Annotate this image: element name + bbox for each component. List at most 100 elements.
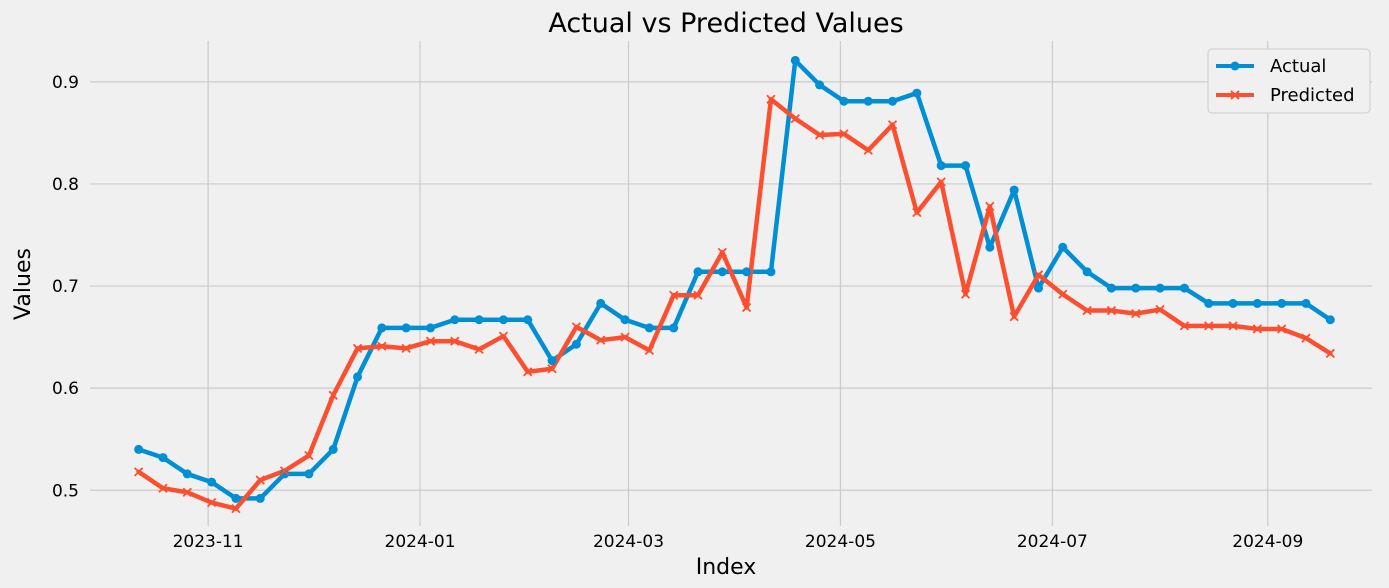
- actual-point: [134, 444, 144, 454]
- predicted-point: [328, 390, 338, 400]
- x-tick-label: 2024-05: [805, 532, 876, 552]
- predicted-point: [1058, 289, 1068, 299]
- predicted-point: [1033, 270, 1044, 280]
- predicted-point: [1009, 312, 1019, 322]
- predicted-point: [1204, 321, 1214, 331]
- predicted-point: [936, 177, 946, 187]
- actual-point: [790, 55, 800, 65]
- actual-point: [523, 315, 533, 325]
- actual-point: [1204, 298, 1214, 308]
- predicted-point: [741, 302, 752, 313]
- predicted-point: [547, 364, 557, 374]
- plot-area: [90, 41, 1372, 526]
- legend-predicted-marker: [1230, 90, 1240, 100]
- y-tick-label: 0.9: [52, 73, 79, 93]
- actual-point: [1009, 185, 1019, 195]
- predicted-point: [985, 201, 995, 212]
- actual-point: [839, 96, 849, 106]
- actual-point: [401, 323, 411, 333]
- predicted-point: [1252, 324, 1262, 334]
- predicted-point: [1082, 305, 1092, 316]
- predicted-point: [279, 466, 290, 476]
- x-tick-label: 2024-07: [1017, 532, 1088, 552]
- predicted-point: [401, 343, 411, 353]
- predicted-point: [474, 344, 484, 354]
- actual-point: [1058, 242, 1068, 252]
- actual-point: [912, 88, 922, 98]
- actual-point: [1252, 298, 1262, 308]
- predicted-point: [1106, 305, 1117, 316]
- y-tick-label: 0.6: [52, 379, 79, 399]
- predicted-point: [1228, 321, 1238, 331]
- predicted-point: [620, 332, 630, 342]
- y-tick-labels: 0.5 0.6 0.7 0.8 0.9: [52, 73, 79, 501]
- actual-point: [815, 80, 825, 90]
- actual-point: [255, 493, 265, 503]
- actual-point: [377, 323, 387, 333]
- actual-point: [717, 267, 727, 277]
- predicted-point: [596, 335, 606, 345]
- actual-point: [985, 242, 995, 252]
- actual-point: [766, 267, 776, 277]
- x-tick-label: 2023-11: [173, 532, 244, 552]
- actual-point: [571, 339, 581, 349]
- predicted-point: [693, 290, 703, 300]
- actual-point: [280, 469, 290, 479]
- predicted-point: [1325, 348, 1335, 359]
- predicted-point: [1131, 308, 1141, 319]
- actual-point: [474, 315, 484, 325]
- legend-actual-marker: [1230, 61, 1240, 71]
- predicted-point: [425, 336, 436, 346]
- actual-point: [742, 267, 752, 277]
- predicted-point: [231, 504, 241, 514]
- predicted-point: [669, 290, 679, 300]
- chart-title: Actual vs Predicted Values: [548, 8, 903, 39]
- predicted-point: [450, 336, 460, 346]
- actual-point: [304, 469, 314, 479]
- predicted-point: [206, 497, 217, 508]
- predicted-point: [134, 467, 144, 477]
- actual-point: [596, 298, 606, 308]
- predicted-point: [1301, 333, 1311, 343]
- predicted-point: [498, 331, 509, 341]
- predicted-point: [1155, 304, 1165, 315]
- actual-point: [1179, 283, 1189, 293]
- actual-point: [425, 323, 435, 333]
- actual-point: [620, 315, 630, 325]
- actual-point: [1106, 283, 1116, 293]
- actual-point: [644, 323, 654, 333]
- predicted-point: [839, 129, 849, 139]
- legend: Actual Predicted: [1207, 48, 1371, 114]
- actual-point: [547, 356, 557, 366]
- predicted-point: [790, 113, 800, 124]
- y-tick-label: 0.7: [52, 277, 79, 297]
- predicted-point: [814, 130, 825, 140]
- actual-point: [207, 477, 217, 487]
- predicted-point: [1277, 324, 1287, 334]
- predicted-point: [304, 450, 314, 461]
- predicted-point: [377, 341, 387, 351]
- y-tick-label: 0.8: [52, 175, 79, 195]
- x-axis-label: Index: [696, 555, 757, 580]
- actual-point: [888, 96, 898, 106]
- actual-point: [1155, 283, 1165, 293]
- actual-point: [498, 315, 508, 325]
- predicted-point: [644, 345, 654, 356]
- series-markers: [134, 55, 1335, 514]
- actual-point: [1033, 283, 1043, 293]
- predicted-point: [912, 207, 922, 218]
- x-tick-labels: 2023-11 2024-01 2024-03 2024-05 2024-07 2024-…: [173, 532, 1304, 552]
- predicted-point: [571, 322, 582, 332]
- predicted-point: [1179, 321, 1190, 331]
- actual-point: [693, 267, 703, 277]
- actual-point: [961, 161, 971, 171]
- actual-point: [328, 444, 338, 454]
- actual-point: [1301, 298, 1311, 308]
- actual-point: [182, 469, 192, 479]
- predicted-point: [863, 145, 873, 155]
- x-tick-label: 2024-09: [1232, 532, 1303, 552]
- predicted-point: [766, 94, 776, 104]
- y-tick-label: 0.5: [52, 481, 79, 501]
- predicted-point: [717, 247, 727, 257]
